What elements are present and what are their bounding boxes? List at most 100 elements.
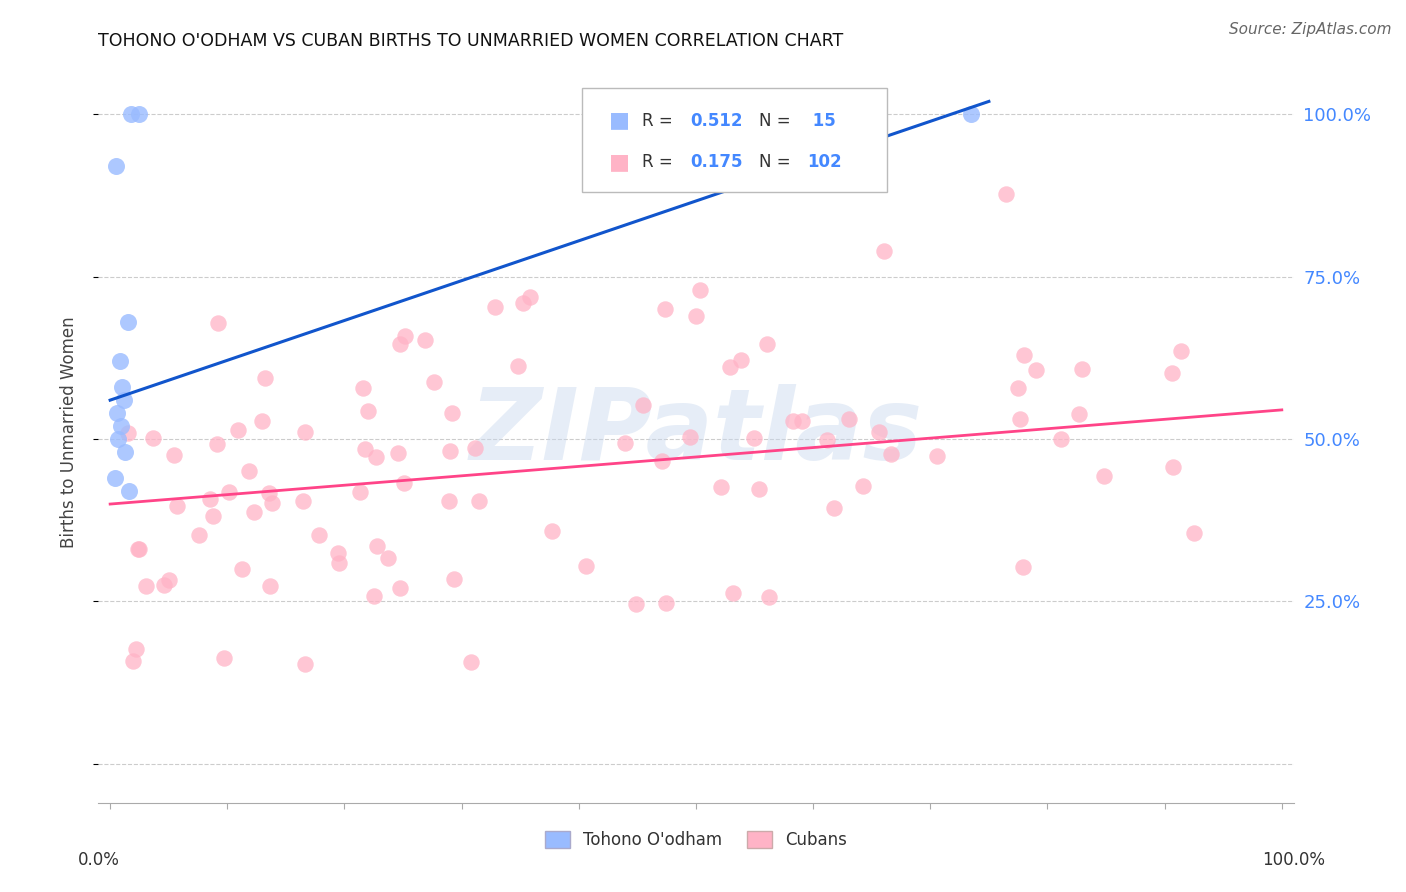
Point [994, 186, 1017, 201]
Point [166, 500, 188, 514]
Point [205, 437, 228, 451]
Point [782, 414, 804, 428]
Text: ZIPatlas: ZIPatlas [470, 384, 922, 481]
Point [200, 491, 222, 506]
Text: Source: ZipAtlas.com: Source: ZipAtlas.com [1229, 22, 1392, 37]
Point [326, 545, 349, 559]
Text: 15: 15 [807, 112, 835, 129]
Point [104, 471, 127, 485]
Point [153, 578, 176, 592]
Text: N =: N = [759, 112, 796, 129]
Point [122, 654, 145, 668]
Point [392, 475, 415, 490]
Point [125, 641, 148, 656]
Point [575, 559, 598, 574]
Point [226, 423, 249, 437]
Point [1184, 526, 1206, 541]
Point [1161, 366, 1184, 380]
Point [651, 453, 673, 467]
Point [422, 375, 444, 389]
Point [163, 448, 186, 462]
Point [730, 352, 752, 367]
Point [394, 328, 416, 343]
Point [748, 482, 770, 496]
Point [1092, 468, 1115, 483]
Point [437, 494, 460, 508]
Point [823, 500, 845, 515]
Point [721, 586, 744, 600]
Text: TOHONO O'ODHAM VS CUBAN BIRTHS TO UNMARRIED WOMEN CORRELATION CHART: TOHONO O'ODHAM VS CUBAN BIRTHS TO UNMARR… [98, 32, 844, 50]
Point [243, 505, 266, 519]
Point [880, 447, 903, 461]
Point [377, 550, 399, 565]
Point [128, 542, 150, 557]
Point [357, 404, 380, 418]
Point [262, 496, 284, 510]
Point [1012, 559, 1035, 574]
Point [202, 508, 225, 523]
Point [188, 527, 211, 541]
Point [118, 484, 141, 499]
Point [631, 398, 654, 412]
Point [689, 283, 711, 297]
Point [413, 334, 436, 348]
Point [120, 107, 142, 121]
Point [250, 414, 273, 428]
Point [464, 441, 486, 455]
FancyBboxPatch shape [582, 88, 887, 192]
Point [512, 296, 534, 310]
Point [257, 485, 280, 500]
Point [238, 464, 260, 478]
Point [107, 432, 129, 446]
Point [679, 430, 702, 444]
Point [231, 562, 253, 576]
Point [815, 433, 838, 447]
Point [440, 406, 463, 420]
Point [294, 425, 316, 439]
Point [439, 444, 461, 458]
Point [117, 426, 139, 441]
Point [212, 650, 235, 665]
Point [773, 107, 796, 121]
Point [308, 527, 330, 541]
Text: R =: R = [643, 153, 678, 171]
Point [292, 493, 315, 508]
Point [790, 414, 813, 428]
Point [114, 445, 136, 459]
Point [127, 542, 149, 557]
Text: R =: R = [643, 112, 678, 129]
Point [218, 484, 240, 499]
Point [654, 596, 676, 610]
Point [960, 107, 983, 121]
Point [709, 480, 731, 494]
Point [613, 436, 636, 450]
Point [718, 360, 741, 375]
Text: 0.512: 0.512 [690, 112, 742, 129]
Point [654, 301, 676, 316]
Point [742, 431, 765, 445]
Point [352, 381, 374, 395]
Point [1050, 432, 1073, 446]
Legend: Tohono O'odham, Cubans: Tohono O'odham, Cubans [536, 822, 856, 857]
Point [259, 579, 281, 593]
Text: 0.175: 0.175 [690, 153, 742, 171]
Point [110, 419, 132, 434]
Point [868, 425, 890, 439]
Text: 102: 102 [807, 153, 842, 171]
Point [207, 317, 229, 331]
Text: 0.0%: 0.0% [77, 851, 120, 869]
Point [388, 581, 411, 595]
Point [541, 524, 564, 538]
Point [1007, 381, 1029, 395]
Point [873, 244, 896, 259]
Point [354, 442, 377, 457]
Point [1163, 459, 1185, 474]
Point [363, 589, 385, 603]
Point [758, 590, 780, 604]
Point [112, 393, 135, 408]
Text: ■: ■ [609, 111, 630, 130]
Point [135, 578, 157, 592]
Point [128, 107, 150, 121]
Text: ■: ■ [609, 153, 630, 172]
Text: 100.0%: 100.0% [1263, 851, 1324, 869]
